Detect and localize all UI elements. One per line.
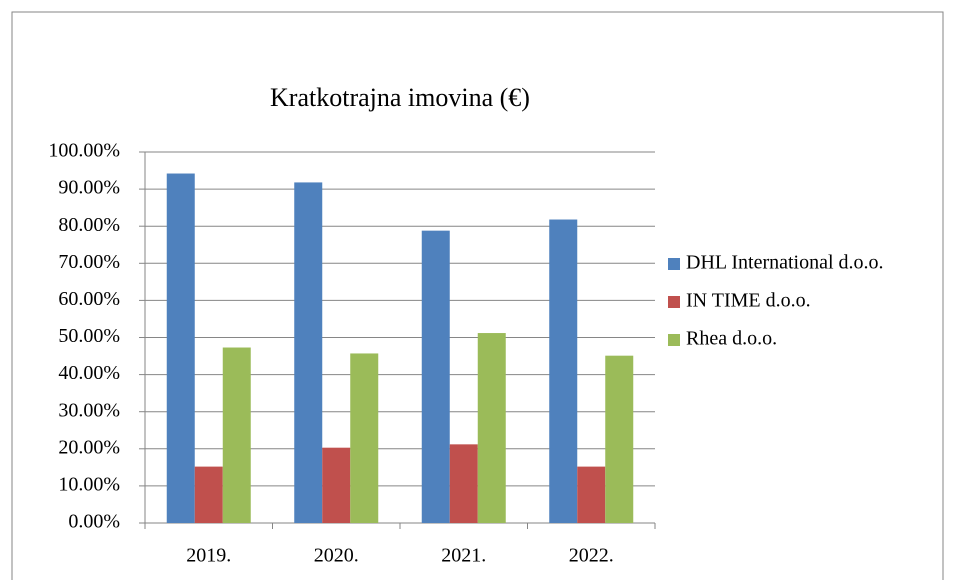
legend-label: Rhea d.o.o. <box>686 328 777 350</box>
bar <box>194 466 223 523</box>
bar <box>421 230 450 524</box>
legend-swatch <box>668 334 680 346</box>
bar <box>577 466 606 523</box>
legend-swatch <box>668 296 680 308</box>
x-tick-label: 2020. <box>314 545 359 567</box>
y-tick-label: 10.00% <box>58 473 120 495</box>
y-tick-label: 0.00% <box>68 511 120 533</box>
bar <box>549 219 578 523</box>
chart-title: Kratkotrajna imovina (€) <box>270 83 530 112</box>
legend-swatch <box>668 258 680 270</box>
bar <box>322 447 351 523</box>
y-tick-label: 40.00% <box>58 362 120 384</box>
bar <box>222 347 251 523</box>
y-tick-label: 60.00% <box>58 288 120 310</box>
legend-label: DHL International d.o.o. <box>686 252 884 274</box>
plot: 0.00% 10.00% 20.00% 30.00% 40.00% 50.00% 60.00… <box>48 140 883 567</box>
y-tick-label: 30.00% <box>58 399 120 421</box>
bar <box>294 182 323 523</box>
y-tick-label: 100.00% <box>48 140 120 162</box>
bar <box>350 353 379 523</box>
y-tick-label: 20.00% <box>58 436 120 458</box>
bar <box>166 173 195 523</box>
bar <box>477 333 506 523</box>
bar <box>605 355 634 523</box>
y-tick-label: 50.00% <box>58 325 120 347</box>
y-tick-label: 70.00% <box>58 251 120 273</box>
bar <box>449 444 478 523</box>
y-tick-label: 80.00% <box>58 214 120 236</box>
legend-label: IN TIME d.o.o. <box>686 290 811 312</box>
x-tick-label: 2022. <box>569 545 614 567</box>
x-tick-label: 2019. <box>186 545 231 567</box>
y-tick-label: 90.00% <box>58 177 120 199</box>
x-tick-label: 2021. <box>441 545 486 567</box>
